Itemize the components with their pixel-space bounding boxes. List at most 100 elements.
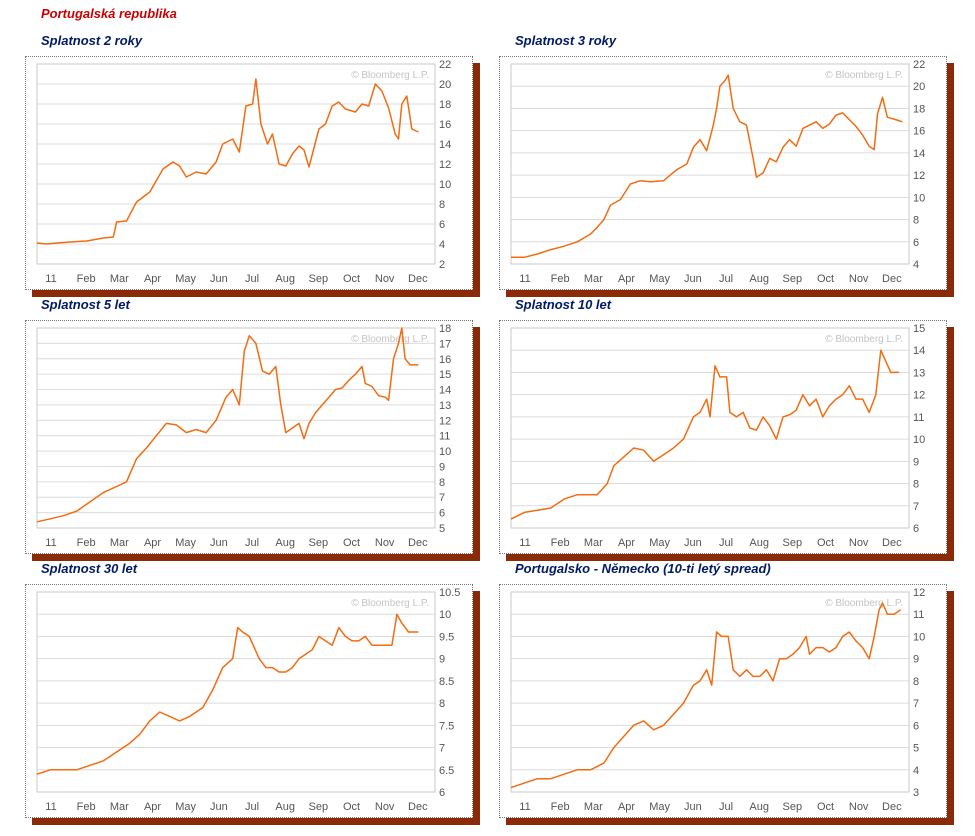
x-tick-label: Dec — [408, 801, 428, 813]
x-tick-label: Oct — [343, 801, 360, 813]
series-line — [511, 74, 903, 259]
x-tick-label: Jun — [684, 273, 702, 285]
x-tick-label: Jul — [719, 801, 733, 813]
chart-frame: 5 6 7 8 9 10 11 12 13 14 15 16 17 18 11 Feb Mar Apr May Jun… — [25, 320, 473, 554]
series-line — [36, 327, 419, 523]
x-tick-label: Jun — [684, 801, 702, 813]
y-tick-label: 18 — [913, 103, 925, 115]
series-line — [510, 349, 899, 520]
chart-frame: 3 4 5 6 7 8 9 10 11 12 11 Feb Mar Apr May Jun Jul Aug Sep O… — [499, 584, 947, 818]
chart-panel-3y: Splatnost 3 roky 4 6 8 10 12 14 16 18 20 22 11 Feb M… — [499, 30, 954, 297]
x-tick-label: Nov — [375, 273, 395, 285]
x-tick-label: Dec — [408, 537, 428, 549]
x-tick-label: Sep — [783, 537, 803, 549]
y-tick-label: 14 — [439, 139, 451, 151]
x-tick-label: Mar — [110, 801, 129, 813]
x-tick-label: Jul — [245, 537, 259, 549]
x-tick-label: Sep — [309, 273, 329, 285]
x-tick-label: Oct — [817, 273, 834, 285]
chart-frame: 6 6.5 7 7.5 8 8.5 9 9.5 10 10.5 11 Feb Mar Apr May Jun J… — [25, 584, 473, 818]
chart-title: Splatnost 3 roky — [515, 33, 617, 48]
y-tick-label: 16 — [439, 354, 451, 366]
page-title: Portugalská republika — [41, 6, 177, 21]
x-tick-label: Aug — [275, 537, 295, 549]
y-tick-label: 4 — [913, 765, 919, 777]
y-tick-label: 9 — [913, 456, 919, 468]
y-tick-label: 11 — [913, 412, 924, 424]
x-tick-label: Feb — [77, 801, 96, 813]
x-tick-label: Feb — [551, 273, 570, 285]
x-tick-label: Aug — [275, 273, 295, 285]
y-tick-label: 9 — [439, 461, 445, 473]
x-tick-label: Dec — [408, 273, 428, 285]
y-tick-label: 8 — [439, 199, 445, 211]
x-tick-label: Jul — [245, 801, 259, 813]
chart-svg: 5 6 7 8 9 10 11 12 13 14 15 16 17 18 11 Feb Mar Apr May Jun… — [36, 323, 451, 549]
y-tick-label: 12 — [913, 170, 925, 182]
chart-title: Portugalsko - Německo (10-ti letý spread… — [515, 561, 771, 576]
chart-svg: 2 4 6 8 10 12 14 16 18 20 22 11 Feb Mar Apr May Jun Jul Au… — [36, 59, 451, 285]
y-tick-label: 10 — [913, 434, 925, 446]
y-tick-label: 6 — [913, 237, 919, 249]
chart-frame: 2 4 6 8 10 12 14 16 18 20 22 11 Feb Mar Apr May Jun Jul Au… — [25, 56, 473, 290]
x-tick-label: Dec — [882, 273, 902, 285]
y-tick-label: 11 — [913, 609, 924, 621]
y-tick-label: 6 — [913, 720, 919, 732]
x-tick-label: Aug — [749, 273, 769, 285]
y-tick-label: 7 — [439, 743, 445, 755]
y-tick-label: 8 — [439, 477, 445, 489]
y-tick-label: 18 — [439, 323, 451, 335]
x-tick-label: Apr — [618, 801, 635, 813]
x-tick-label: Sep — [309, 801, 329, 813]
y-tick-label: 12 — [913, 390, 925, 402]
x-tick-label: Apr — [144, 537, 161, 549]
chart-frame: 6 7 8 9 10 11 12 13 14 15 11 Feb Mar Apr May Jun Jul Aug S… — [499, 320, 947, 554]
x-tick-label: Nov — [849, 273, 869, 285]
y-tick-label: 15 — [913, 323, 925, 335]
x-tick-label: Sep — [783, 273, 803, 285]
x-tick-label: Sep — [309, 537, 329, 549]
bloomberg-credit: © Bloomberg L.P. — [825, 598, 903, 609]
x-tick-label: Nov — [849, 537, 869, 549]
y-tick-label: 10 — [913, 631, 925, 643]
y-tick-label: 16 — [439, 119, 451, 131]
x-tick-label: Feb — [551, 801, 570, 813]
x-tick-label: 11 — [519, 801, 530, 813]
x-tick-label: May — [649, 537, 670, 549]
y-tick-label: 10 — [913, 192, 925, 204]
y-tick-label: 12 — [439, 415, 451, 427]
y-tick-label: 10 — [439, 609, 451, 621]
y-tick-label: 2 — [439, 259, 445, 271]
x-tick-label: Mar — [584, 801, 603, 813]
x-tick-label: Feb — [77, 537, 96, 549]
chart-panel-2y: Splatnost 2 roky 2 4 6 8 10 12 14 16 18 20 22 11 Feb… — [25, 30, 480, 297]
x-tick-label: Mar — [584, 273, 603, 285]
y-tick-label: 7.5 — [439, 720, 454, 732]
x-tick-label: Jul — [719, 273, 733, 285]
bloomberg-credit: © Bloomberg L.P. — [351, 598, 429, 609]
y-tick-label: 7 — [913, 698, 919, 710]
y-tick-label: 20 — [913, 81, 925, 93]
y-tick-label: 8.5 — [439, 676, 454, 688]
x-tick-label: 11 — [45, 537, 56, 549]
x-tick-label: May — [649, 801, 670, 813]
chart-panel-30y: Splatnost 30 let 6 6.5 7 7.5 8 8.5 9 9.5 10 10.5 1… — [25, 558, 480, 825]
x-tick-label: 11 — [519, 273, 530, 285]
x-tick-label: 11 — [45, 801, 56, 813]
x-tick-label: Nov — [375, 801, 395, 813]
y-tick-label: 4 — [439, 239, 445, 251]
y-tick-label: 6 — [439, 508, 445, 520]
y-tick-label: 3 — [913, 787, 919, 799]
series-line — [510, 602, 902, 789]
y-tick-label: 13 — [439, 400, 451, 412]
y-tick-label: 14 — [913, 148, 925, 160]
y-tick-label: 9 — [913, 654, 919, 666]
y-tick-label: 6 — [439, 219, 445, 231]
x-tick-label: Apr — [144, 801, 161, 813]
x-tick-label: Mar — [110, 537, 129, 549]
x-tick-label: Apr — [618, 537, 635, 549]
plot-border — [510, 63, 910, 265]
y-tick-label: 11 — [439, 431, 450, 443]
y-tick-label: 17 — [439, 338, 451, 350]
x-tick-label: Apr — [618, 273, 635, 285]
